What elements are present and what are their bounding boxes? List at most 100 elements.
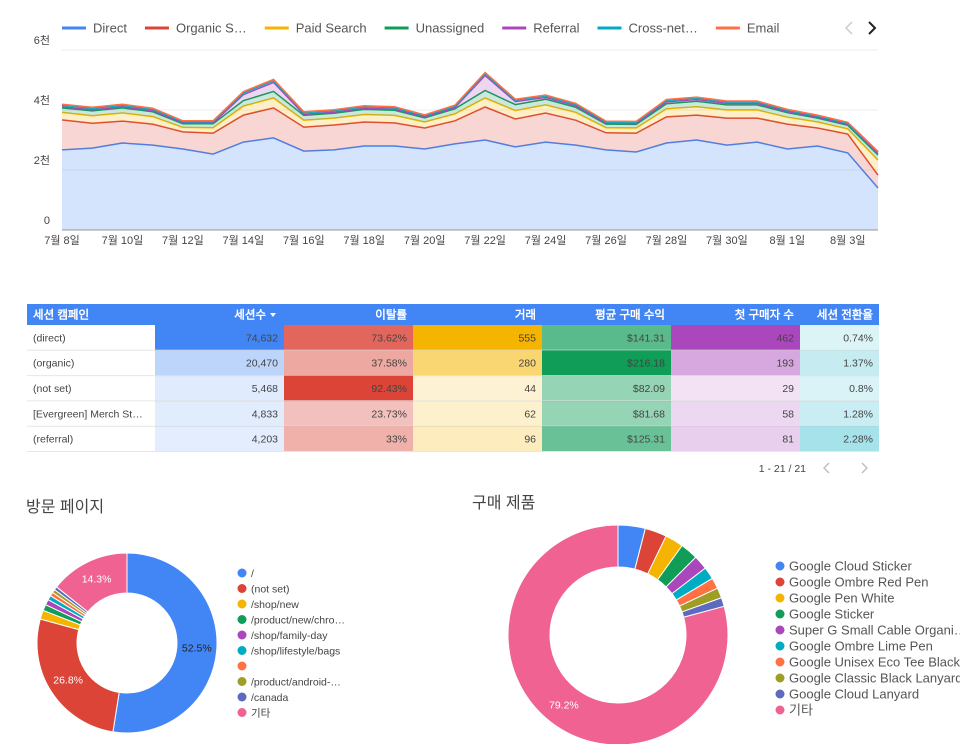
- table-cell: 2.28%: [843, 434, 873, 446]
- x-tick-label: 7월 28일: [646, 233, 688, 247]
- legend-label: /shop/new: [251, 599, 299, 611]
- heat-cell: [671, 400, 800, 427]
- heat-cell: [671, 375, 800, 401]
- legend-label: Google Sticker: [789, 606, 875, 621]
- heat-cell: [542, 400, 671, 427]
- table-cell: [Evergreen] Merch St…: [33, 408, 143, 420]
- legend-swatch: [237, 677, 247, 686]
- legend-label: 기타: [251, 707, 271, 719]
- table-cell: 555: [518, 332, 536, 344]
- table-cell: 4,833: [252, 408, 278, 420]
- legend-label: Referral: [533, 20, 579, 35]
- legend-swatch: [237, 646, 247, 655]
- heat-cell: [671, 350, 800, 376]
- table-cell: 29: [782, 383, 794, 395]
- table-cell: 74,632: [246, 332, 278, 344]
- column-header: 거래: [515, 308, 536, 322]
- legend-swatch: [775, 641, 785, 651]
- legend-label: Google Unisex Eco Tee Black: [789, 654, 960, 669]
- table-cell: 44: [524, 383, 536, 395]
- slice-label: 52.5%: [182, 642, 212, 654]
- slice-label: 79.2%: [549, 699, 579, 711]
- legend-swatch: [237, 708, 247, 717]
- y-tick-label: 2천: [34, 153, 50, 167]
- legend-label: /shop/family-day: [251, 630, 328, 642]
- y-tick-label: 0: [44, 215, 50, 227]
- heat-cell: [413, 400, 542, 427]
- table-cell: (direct): [33, 332, 66, 344]
- legend-label: /canada: [251, 692, 289, 704]
- slice-label: 26.8%: [53, 675, 83, 687]
- table-cell: 20,470: [246, 358, 278, 370]
- legend-label: Direct: [93, 20, 127, 35]
- column-header: 첫 구매자 수: [735, 308, 795, 322]
- legend-label: Super G Small Cable Organi…: [789, 622, 960, 637]
- table-cell: 1.28%: [843, 408, 873, 420]
- area-fill: [62, 98, 878, 176]
- heat-cell: [800, 426, 879, 452]
- heat-cell: [413, 325, 542, 351]
- donut-slice: [55, 552, 128, 613]
- legend-swatch: [775, 689, 785, 699]
- legend-prev[interactable]: [844, 21, 853, 35]
- chart-title: 구매 제품: [472, 494, 535, 512]
- heat-cell: [800, 350, 879, 376]
- legend-swatch: [237, 584, 247, 593]
- legend-label: Organic S…: [176, 20, 247, 35]
- area-fill: [62, 90, 878, 161]
- legend-next[interactable]: [868, 21, 877, 35]
- x-tick-label: 7월 24일: [525, 233, 567, 247]
- legend-swatch: [775, 577, 785, 587]
- legend-swatch: [237, 661, 247, 671]
- page-prev[interactable]: [823, 462, 830, 474]
- heat-cell: [155, 426, 284, 452]
- legend-label: Google Cloud Sticker: [789, 558, 913, 573]
- table-cell: 81: [782, 434, 794, 446]
- x-tick-label: 7월 30일: [706, 233, 748, 247]
- table-cell: $81.68: [633, 408, 665, 420]
- column-header: 이탈률: [375, 308, 407, 322]
- series-line: [61, 97, 879, 161]
- legend-swatch: [237, 630, 247, 640]
- table-cell: 33%: [386, 434, 407, 446]
- legend-label: /: [251, 568, 254, 580]
- area-fill: [62, 107, 878, 188]
- x-tick-label: 7월 20일: [404, 233, 446, 247]
- heat-cell: [671, 426, 800, 452]
- table-cell: 280: [518, 358, 536, 370]
- legend-label: Google Ombre Red Pen: [789, 574, 928, 589]
- legend-swatch: [237, 615, 247, 624]
- table-cell: 96: [524, 434, 536, 446]
- table-cell: 23.73%: [371, 408, 407, 420]
- pagination: 1 - 21 / 21: [759, 463, 806, 475]
- table-cell: 62: [524, 408, 536, 420]
- heat-cell: [413, 375, 542, 401]
- legend-swatch: [775, 705, 785, 715]
- heat-cell: [155, 400, 284, 427]
- legend-label: Cross-net…: [629, 20, 698, 35]
- sort-icon: [270, 313, 276, 317]
- heat-cell: [155, 375, 284, 401]
- slice-label: 14.3%: [82, 574, 112, 586]
- legend-label: (not set): [251, 583, 290, 595]
- donut-slice: [507, 524, 729, 744]
- table-cell: $125.31: [627, 434, 665, 446]
- series-line: [61, 71, 879, 152]
- x-tick-label: 7월 10일: [102, 233, 144, 247]
- legend-swatch: [237, 599, 247, 609]
- series-line: [61, 74, 879, 155]
- heat-cell: [413, 350, 542, 376]
- heat-cell: [542, 426, 671, 452]
- heat-cell: [284, 400, 413, 427]
- page-next[interactable]: [861, 462, 868, 474]
- column-header: 평균 구매 수익: [595, 308, 665, 322]
- y-tick-label: 6천: [34, 33, 50, 47]
- legend-label: Google Classic Black Lanyard: [789, 670, 960, 685]
- table-cell: 92.43%: [371, 383, 407, 395]
- heat-cell: [413, 426, 542, 452]
- legend-swatch: [775, 673, 785, 683]
- legend-label: 기타: [789, 702, 813, 717]
- table-cell: 58: [782, 408, 794, 420]
- x-tick-label: 7월 26일: [585, 233, 627, 247]
- legend-swatch: [237, 692, 247, 702]
